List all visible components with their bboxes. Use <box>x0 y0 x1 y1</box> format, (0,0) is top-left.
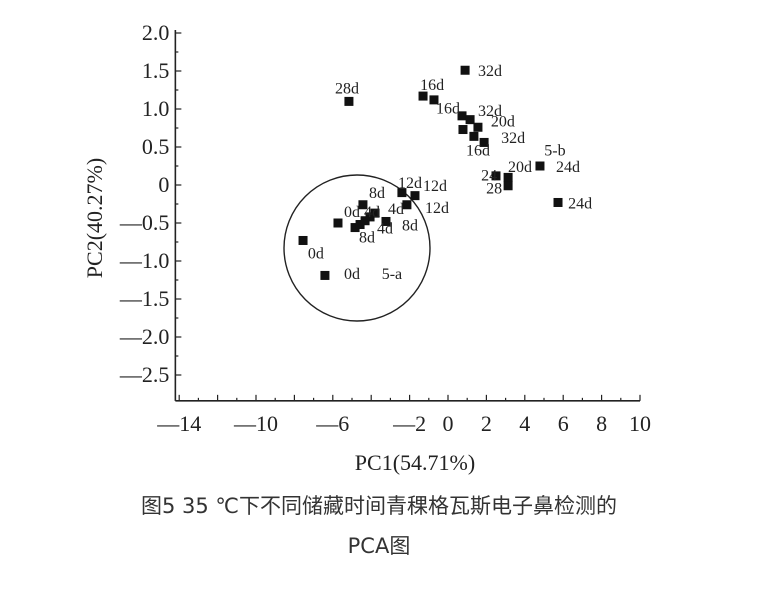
data-point <box>370 208 380 218</box>
point-label: 20d <box>491 113 515 130</box>
point-label: 8d <box>402 218 418 235</box>
point-label: 32d <box>478 63 502 80</box>
point-label: 16d <box>466 142 490 159</box>
y-tick-label: 0.5 <box>142 134 170 159</box>
data-point <box>381 216 391 226</box>
point-label: 32d <box>501 130 525 147</box>
data-point <box>355 220 365 230</box>
point-label: 20d <box>508 159 532 176</box>
data-point <box>360 216 370 226</box>
point-label: 12d <box>425 200 449 217</box>
y-tick-label: 1.5 <box>142 58 170 83</box>
y-tick-label: —2.0 <box>119 324 170 349</box>
point-label: 0d <box>308 246 324 263</box>
x-tick-label: —2 <box>392 411 426 436</box>
data-point <box>418 91 428 101</box>
y-tick-label: 2.0 <box>142 20 170 45</box>
data-point <box>320 270 330 280</box>
data-point <box>503 181 513 191</box>
x-tick-label: 8 <box>596 411 607 436</box>
data-point <box>397 188 407 198</box>
data-point <box>333 218 343 228</box>
x-axis-label: PC1(54.71%) <box>355 450 475 475</box>
point-label: 4d <box>364 204 380 221</box>
data-point <box>429 95 439 105</box>
data-point <box>365 212 375 222</box>
y-tick-label: 0 <box>158 172 169 197</box>
data-point <box>491 171 501 181</box>
data-point <box>402 200 412 210</box>
data-point <box>410 191 420 201</box>
cluster-circle <box>283 174 431 322</box>
point-label: 32d <box>478 103 502 120</box>
x-tick-label: —14 <box>156 411 201 436</box>
data-points <box>298 65 563 280</box>
point-label: 16d <box>436 100 460 117</box>
x-tick-label: 4 <box>519 411 530 436</box>
y-tick-label: 1.0 <box>142 96 170 121</box>
data-point <box>469 131 479 141</box>
x-tick-label: 6 <box>558 411 569 436</box>
y-axis-label: PC2(40.27%) <box>82 158 107 278</box>
data-point <box>553 197 563 207</box>
point-label: 0d <box>344 204 360 221</box>
figure-caption-line2: PCA图 <box>347 534 411 558</box>
point-label: 28 <box>486 180 502 197</box>
x-tick-label: —6 <box>315 411 349 436</box>
point-label: 12d <box>398 175 422 192</box>
data-point <box>298 235 308 245</box>
data-point <box>503 172 513 182</box>
figure-caption-line1: 图5 35 ℃下不同储藏时间青稞格瓦斯电子鼻检测的 <box>140 494 617 518</box>
data-point <box>344 96 354 106</box>
point-label: 24d <box>556 159 580 176</box>
data-point <box>473 122 483 132</box>
x-tick-label: 0 <box>443 411 454 436</box>
point-label: 24d <box>568 195 592 212</box>
point-label: 5-b <box>544 142 565 159</box>
y-tick-label: —1.0 <box>119 248 170 273</box>
x-tick-label: 2 <box>481 411 492 436</box>
data-point <box>465 115 475 125</box>
x-tick-label: —10 <box>233 411 278 436</box>
y-tick-label: —2.5 <box>119 362 170 387</box>
point-label: 8d <box>369 185 385 202</box>
y-tick-label: —1.5 <box>119 286 170 311</box>
data-point <box>457 111 467 121</box>
point-label: 16d <box>420 77 444 94</box>
point-label: 8d <box>359 230 375 247</box>
data-point <box>479 137 489 147</box>
data-point <box>460 65 470 75</box>
x-tick-label: 10 <box>629 411 651 436</box>
point-label: 4d <box>377 221 393 238</box>
point-label: 0d <box>344 266 360 283</box>
point-label: 24 <box>481 167 497 184</box>
data-point <box>535 161 545 171</box>
data-point <box>350 223 360 233</box>
axes: —14 —10 —6 —2 0 2 4 6 8 102.01.51.00.50—0.5—1.0—1… <box>119 20 651 436</box>
point-label: 4d <box>388 201 404 218</box>
point-label: 28d <box>335 81 359 98</box>
data-point <box>358 200 368 210</box>
data-point <box>458 125 468 135</box>
point-label: 12d <box>423 178 447 195</box>
y-tick-label: —0.5 <box>119 210 170 235</box>
point-label: 5-a <box>382 266 402 283</box>
